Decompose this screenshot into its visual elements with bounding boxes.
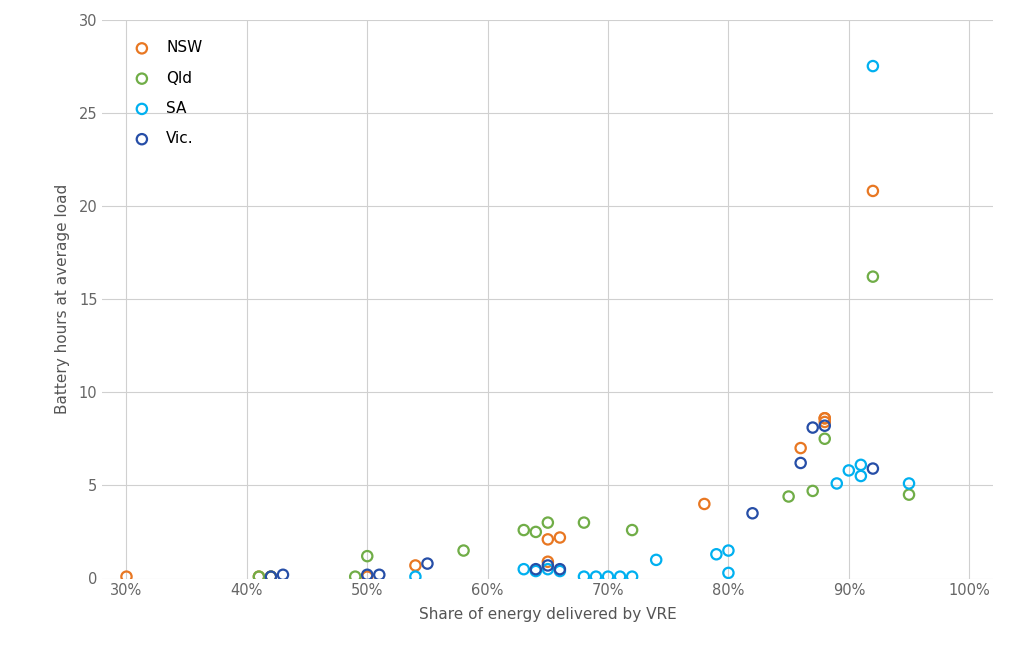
Y-axis label: Battery hours at average load: Battery hours at average load: [55, 184, 71, 414]
Qld: [527, 526, 544, 537]
Vic.: [552, 564, 568, 575]
Legend: NSW, Qld, SA, Vic.: NSW, Qld, SA, Vic.: [119, 32, 210, 154]
Vic.: [274, 569, 291, 580]
NSW: [793, 443, 809, 453]
SA: [648, 554, 665, 565]
Vic.: [744, 508, 761, 519]
Vic.: [793, 458, 809, 468]
Vic.: [805, 422, 821, 433]
NSW: [816, 413, 833, 423]
NSW: [408, 560, 424, 571]
NSW: [251, 571, 267, 582]
NSW: [540, 556, 556, 567]
NSW: [119, 571, 135, 582]
NSW: [864, 186, 881, 196]
SA: [853, 471, 869, 481]
SA: [901, 478, 918, 489]
SA: [552, 566, 568, 577]
NSW: [696, 499, 713, 509]
SA: [720, 545, 736, 556]
SA: [527, 566, 544, 577]
NSW: [816, 413, 833, 423]
SA: [841, 465, 857, 476]
Qld: [901, 489, 918, 500]
NSW: [816, 417, 833, 427]
NSW: [263, 571, 280, 582]
Vic.: [371, 569, 387, 580]
NSW: [359, 571, 376, 582]
Qld: [575, 517, 592, 528]
Qld: [816, 434, 833, 444]
Qld: [456, 545, 472, 556]
Qld: [540, 517, 556, 528]
Qld: [624, 525, 640, 535]
Vic.: [419, 558, 435, 569]
Qld: [251, 571, 267, 582]
SA: [540, 564, 556, 575]
SA: [612, 571, 629, 582]
Qld: [347, 571, 364, 582]
SA: [709, 549, 725, 560]
Qld: [359, 551, 376, 562]
NSW: [552, 532, 568, 543]
Vic.: [359, 569, 376, 580]
Qld: [864, 272, 881, 282]
Vic.: [816, 421, 833, 431]
Vic.: [540, 560, 556, 571]
Qld: [515, 525, 531, 535]
SA: [600, 571, 616, 582]
SA: [575, 571, 592, 582]
SA: [624, 571, 640, 582]
SA: [853, 460, 869, 470]
Qld: [263, 571, 280, 582]
SA: [408, 571, 424, 582]
SA: [515, 564, 531, 575]
Vic.: [263, 571, 280, 582]
SA: [720, 567, 736, 578]
Vic.: [527, 564, 544, 575]
Qld: [805, 486, 821, 496]
X-axis label: Share of energy delivered by VRE: Share of energy delivered by VRE: [419, 606, 677, 621]
NSW: [540, 534, 556, 545]
SA: [588, 571, 604, 582]
SA: [828, 478, 845, 489]
SA: [864, 61, 881, 72]
Vic.: [864, 463, 881, 474]
Qld: [780, 491, 797, 502]
